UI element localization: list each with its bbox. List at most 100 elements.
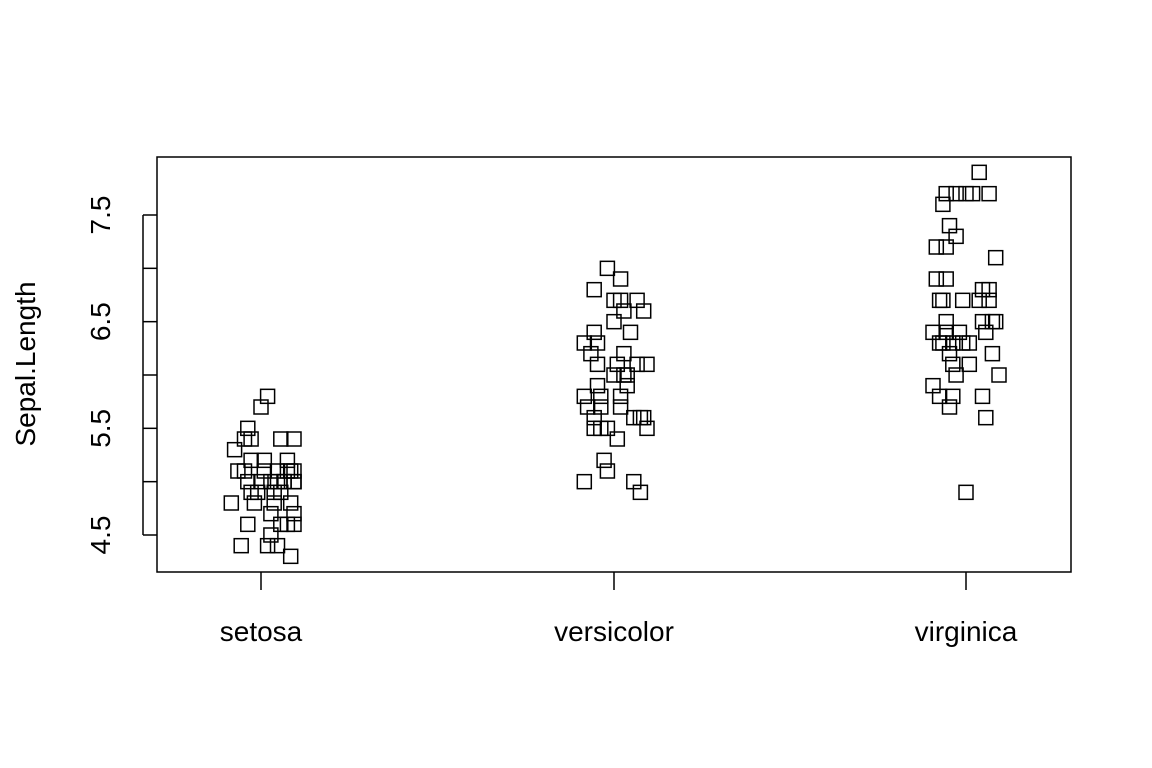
data-point-setosa: [286, 431, 302, 447]
data-point-virginica: [931, 292, 948, 309]
data-point-setosa: [240, 473, 256, 490]
data-point-virginica: [978, 409, 994, 426]
data-point-versicolor: [593, 399, 609, 415]
data-point-setosa: [226, 441, 243, 458]
data-point-virginica: [948, 185, 964, 202]
x-tick-label: virginica: [915, 616, 1018, 647]
y-axis: 4.5 5.5 6.5 7.5: [85, 196, 157, 555]
data-point-virginica: [938, 313, 954, 330]
data-point-setosa: [286, 516, 302, 533]
data-point-versicolor: [639, 356, 655, 373]
data-point-setosa: [223, 495, 240, 511]
data-point-setosa: [259, 537, 276, 554]
data-point-virginica: [981, 281, 997, 298]
data-point-virginica: [954, 292, 971, 309]
data-point-versicolor: [612, 292, 629, 309]
data-point-virginica: [945, 356, 961, 373]
data-point-versicolor: [622, 324, 639, 341]
data-point-virginica: [974, 388, 991, 405]
data-point-versicolor: [639, 420, 655, 437]
y-tick-label: 7.5: [85, 196, 116, 235]
data-point-virginica: [948, 228, 964, 245]
data-point-setosa: [243, 452, 259, 469]
data-point-versicolor: [616, 303, 632, 319]
data-point-virginica: [987, 249, 1004, 266]
data-point-setosa: [246, 495, 263, 511]
data-point-virginica: [938, 185, 954, 202]
y-tick-label: 4.5: [85, 516, 116, 555]
y-tick-label: 5.5: [85, 409, 116, 448]
data-point-versicolor: [612, 399, 629, 415]
data-point-virginica: [958, 484, 974, 501]
data-point-versicolor: [599, 260, 616, 277]
data-point-setosa: [259, 388, 276, 405]
data-point-versicolor: [586, 281, 602, 298]
data-point-virginica: [931, 388, 948, 405]
data-point-versicolor: [586, 324, 602, 341]
data-point-setosa: [282, 495, 299, 511]
data-point-virginica: [935, 292, 951, 309]
data-point-versicolor: [635, 409, 652, 426]
data-point-versicolor: [576, 388, 593, 405]
data-point-versicolor: [599, 463, 616, 479]
y-tick-label: 6.5: [85, 302, 116, 341]
data-point-virginica: [928, 239, 945, 255]
data-point-virginica: [951, 324, 968, 341]
data-point-virginica: [948, 367, 964, 383]
data-point-setosa: [286, 463, 302, 479]
data-point-setosa: [233, 537, 249, 554]
data-point-setosa: [256, 452, 273, 469]
data-point-versicolor: [606, 313, 622, 330]
x-tick-label: versicolor: [554, 616, 674, 647]
data-point-versicolor: [599, 420, 616, 437]
data-point-virginica: [938, 239, 954, 255]
data-point-virginica: [935, 196, 951, 213]
data-point-virginica: [991, 367, 1007, 383]
data-point-setosa: [243, 431, 259, 447]
data-point-versicolor: [612, 271, 629, 287]
data-point-virginica: [964, 185, 981, 202]
data-point-setosa: [286, 473, 302, 490]
data-point-versicolor: [609, 431, 626, 447]
data-point-versicolor: [635, 303, 652, 319]
data-point-versicolor: [589, 356, 606, 373]
data-point-virginica: [961, 335, 978, 351]
data-point-virginica: [971, 292, 987, 309]
data-point-versicolor: [619, 367, 635, 383]
data-point-virginica: [941, 399, 958, 415]
x-tick-label: setosa: [220, 616, 303, 647]
data-point-setosa: [273, 484, 289, 501]
data-point-virginica: [928, 271, 945, 287]
data-point-setosa: [240, 420, 256, 437]
data-point-versicolor: [596, 452, 612, 469]
data-point-setosa: [269, 537, 286, 554]
data-point-virginica: [981, 185, 997, 202]
data-point-virginica: [981, 292, 997, 309]
data-point-setosa: [282, 548, 299, 565]
data-point-versicolor: [576, 473, 593, 490]
data-point-virginica: [974, 313, 991, 330]
data-point-setosa: [263, 505, 279, 522]
data-point-versicolor: [616, 345, 632, 362]
data-point-virginica: [941, 345, 958, 362]
data-point-versicolor: [589, 335, 606, 351]
data-point-virginica: [938, 271, 954, 287]
data-point-virginica: [987, 313, 1004, 330]
data-point-setosa: [240, 516, 256, 533]
data-point-setosa: [253, 473, 269, 490]
data-point-setosa: [249, 484, 266, 501]
data-point-virginica: [961, 356, 978, 373]
data-point-versicolor: [606, 367, 622, 383]
data-point-virginica: [984, 345, 1001, 362]
data-point-virginica: [945, 388, 961, 405]
data-point-virginica: [971, 164, 987, 181]
data-point-versicolor: [629, 356, 645, 373]
data-points: [223, 164, 1007, 565]
data-point-versicolor: [589, 377, 606, 394]
data-point-setosa: [286, 505, 302, 522]
data-point-setosa: [273, 431, 289, 447]
data-point-versicolor: [632, 484, 649, 501]
data-point-versicolor: [619, 377, 635, 394]
